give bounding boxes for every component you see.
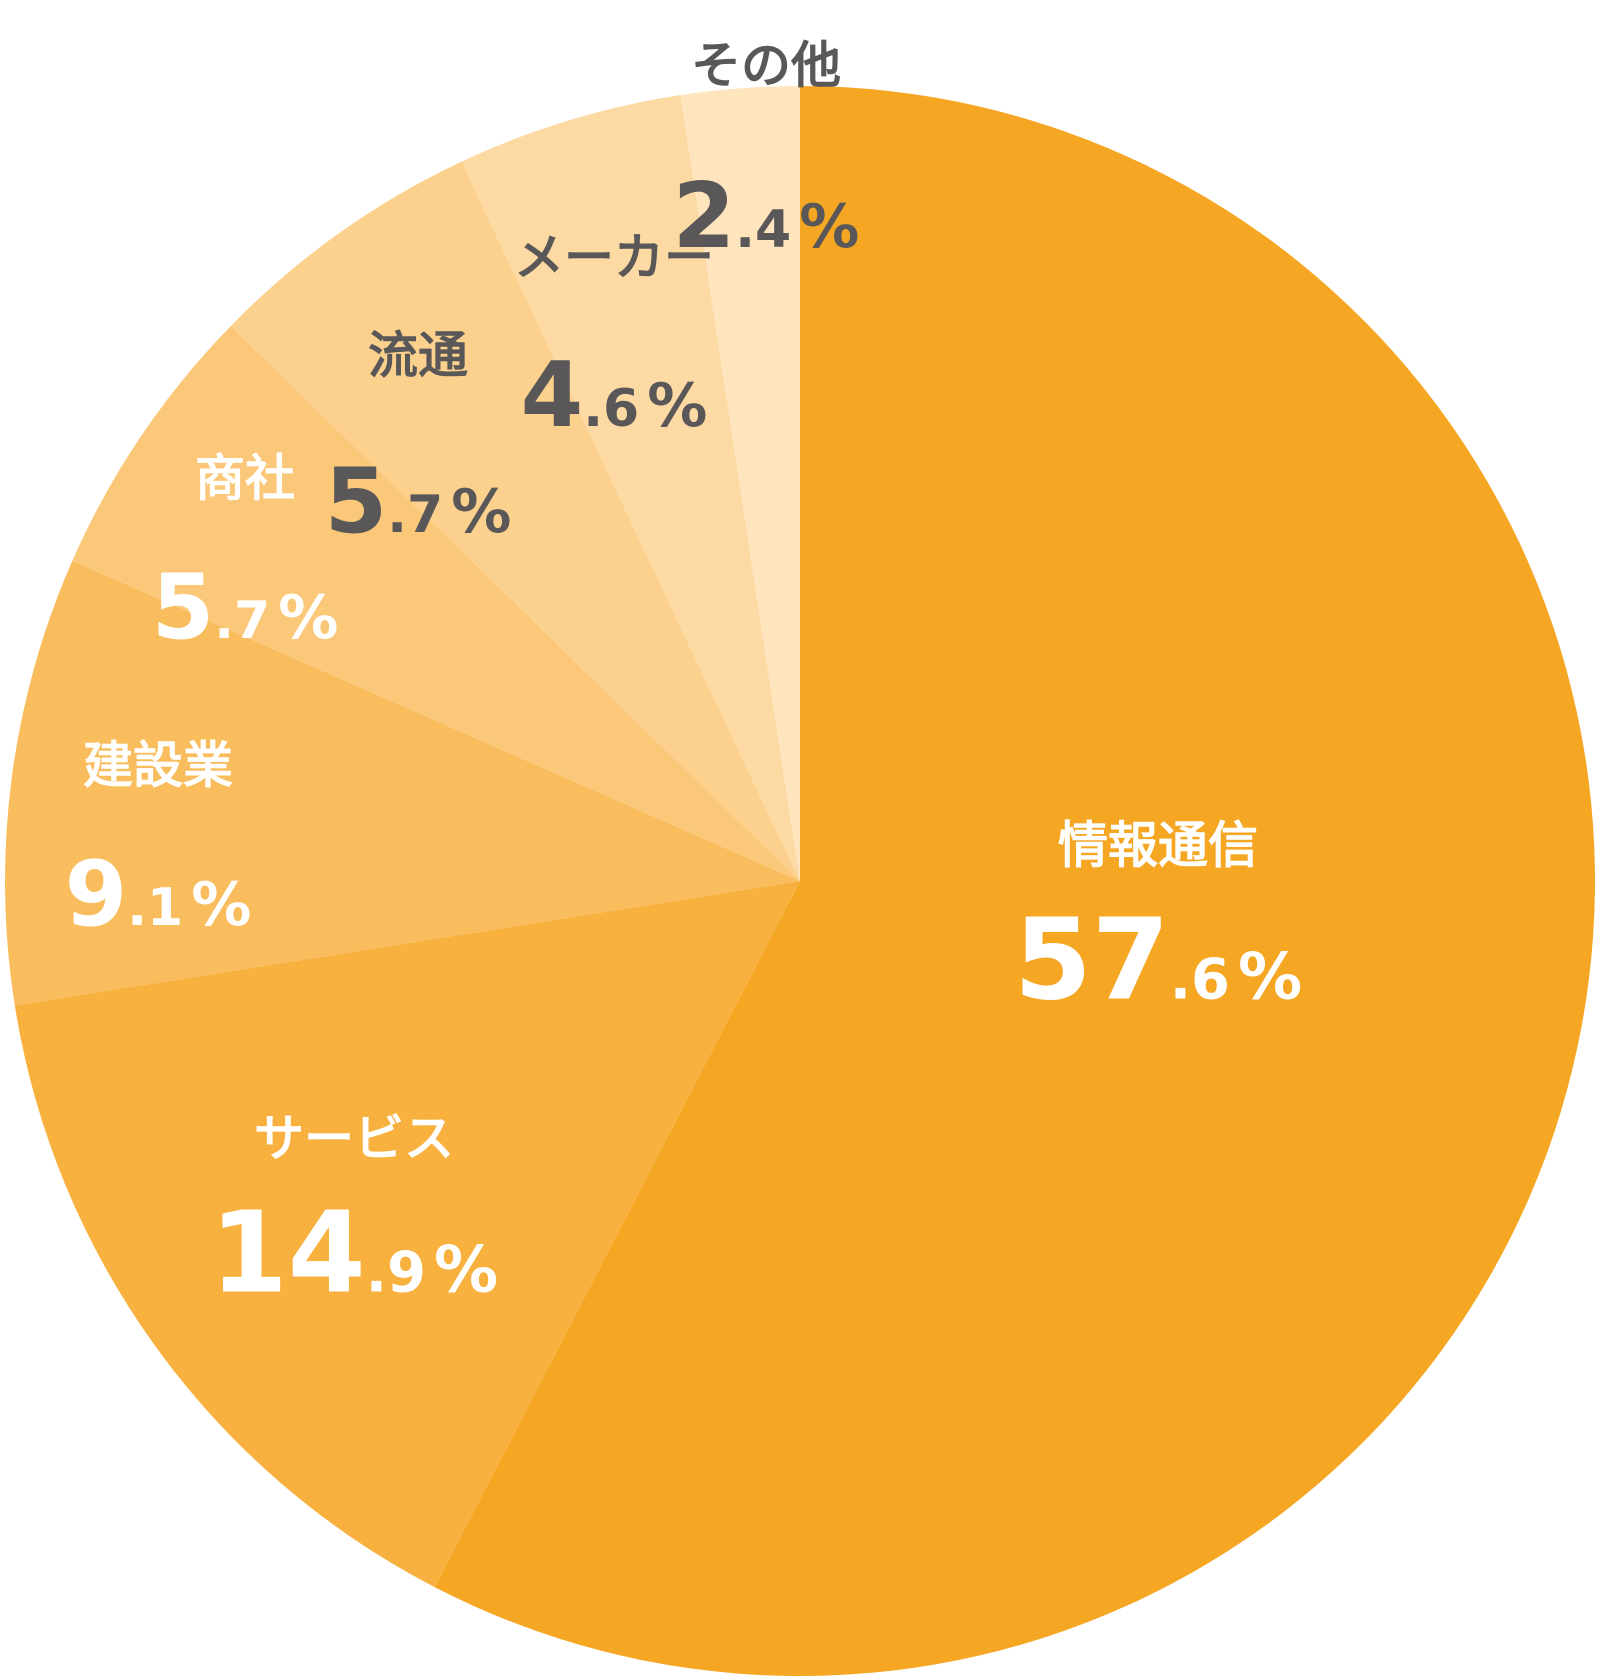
- slice-label-name-7: その他: [691, 37, 841, 95]
- slice-label-value-5: 5.7%: [325, 449, 512, 554]
- slice-value-int-7: 2: [673, 164, 736, 269]
- slice-label-value-7: 2.4%: [673, 164, 860, 269]
- slice-value-unit-7: %: [799, 192, 859, 262]
- slice-label-name-6: メーカー: [514, 229, 714, 287]
- slice-label-value-4: 5.7%: [152, 555, 339, 660]
- slice-value-unit-4: %: [278, 583, 338, 653]
- slice-value-unit-1: %: [1238, 941, 1302, 1015]
- pie-slice-3: [4, 560, 800, 1006]
- slice-value-int-5: 5: [325, 449, 388, 554]
- slice-value-dec-7: .4: [735, 200, 791, 260]
- slice-label-value-1: 57.6%: [1014, 896, 1302, 1026]
- slice-label-name-5: 流通: [368, 327, 468, 385]
- pie-slice-5: [230, 161, 800, 882]
- slice-value-unit-3: %: [191, 870, 251, 940]
- slice-value-dec-5: .7: [387, 485, 443, 545]
- slice-label-name-3: 建設業: [83, 737, 233, 795]
- slice-value-int-4: 5: [152, 555, 215, 660]
- pie-slice-1: [434, 86, 1596, 1676]
- slice-label-name-2: サービス: [254, 1110, 454, 1168]
- slice-value-unit-2: %: [434, 1234, 498, 1308]
- slice-label-name-1: 情報通信: [1058, 817, 1258, 875]
- slice-label-value-3: 9.1%: [65, 842, 252, 947]
- pie-slice-4: [72, 325, 800, 881]
- pie-slice-7: [680, 86, 800, 881]
- slice-label-value-2: 14.9%: [210, 1189, 498, 1319]
- slice-label-name-4: 商社: [195, 450, 295, 508]
- slice-value-int-1: 57: [1014, 896, 1170, 1026]
- slice-value-dec-6: .6: [583, 379, 639, 439]
- slice-value-unit-6: %: [647, 371, 707, 441]
- slice-value-int-3: 9: [65, 842, 128, 947]
- pie-slice-6: [461, 95, 800, 882]
- slice-value-int-6: 4: [521, 343, 584, 448]
- slice-value-dec-3: .1: [127, 878, 183, 938]
- slice-value-unit-5: %: [451, 477, 511, 547]
- slice-value-int-2: 14: [210, 1189, 366, 1319]
- pie-slice-2: [14, 881, 800, 1588]
- slice-label-value-6: 4.6%: [521, 343, 708, 448]
- slice-value-dec-1: .6: [1170, 948, 1230, 1013]
- slice-value-dec-2: .9: [366, 1241, 426, 1306]
- pie-slices: [4, 86, 1596, 1676]
- slice-value-dec-4: .7: [214, 591, 270, 651]
